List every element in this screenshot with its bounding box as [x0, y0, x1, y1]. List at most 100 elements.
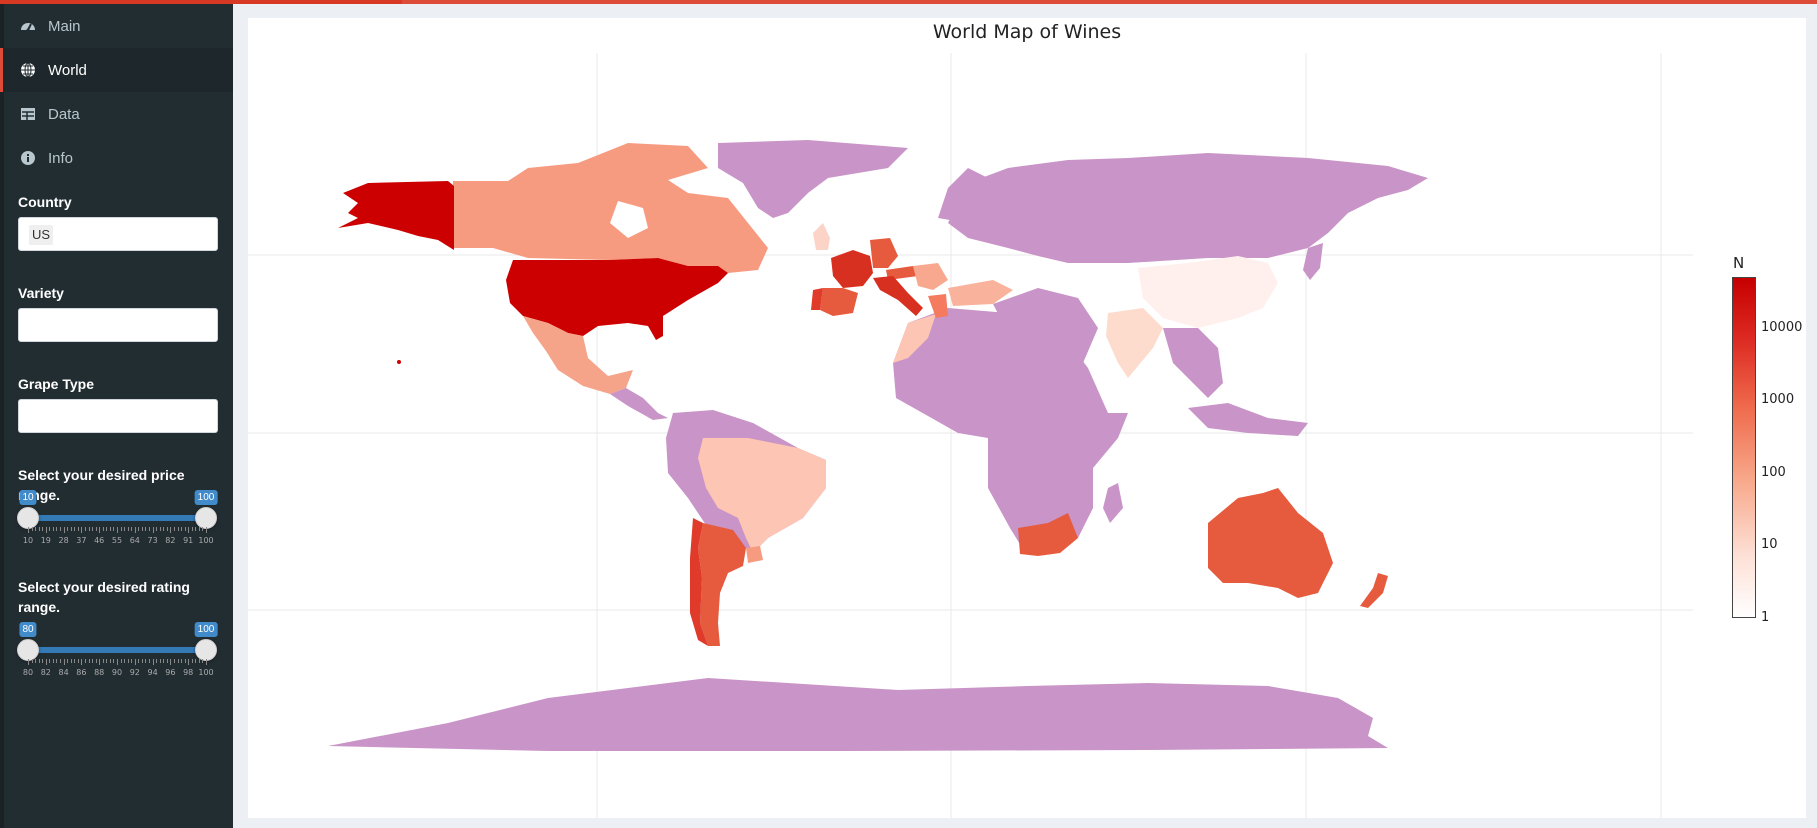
country-germany[interactable]: [870, 238, 898, 268]
globe-icon: [20, 62, 36, 78]
slider-tick: [170, 659, 172, 665]
country-portugal[interactable]: [811, 288, 823, 310]
slider-from-handle[interactable]: [17, 639, 39, 661]
colorbar-tick-label: 10000: [1761, 319, 1803, 335]
slider-tick: [81, 659, 83, 665]
slider-to-handle[interactable]: [195, 639, 217, 661]
country-usa[interactable]: [506, 258, 728, 340]
variety-label: Variety: [18, 285, 64, 301]
slider-tick: [70, 659, 72, 663]
slider-tick-label: 94: [147, 668, 158, 677]
slider-tick: [134, 659, 136, 665]
slider-tick: [74, 527, 76, 531]
sidebar-item-world[interactable]: World: [0, 48, 233, 92]
country-india[interactable]: [1106, 308, 1163, 378]
slider-tick-label: 80: [22, 668, 34, 677]
slider-tick: [181, 527, 183, 531]
slider-tick: [38, 659, 40, 663]
country-greece[interactable]: [928, 294, 948, 318]
slider-tick: [92, 527, 94, 531]
country-chip[interactable]: US: [29, 225, 54, 245]
country-uruguay[interactable]: [746, 546, 763, 563]
country-mexico[interactable]: [523, 316, 633, 394]
country-morocco[interactable]: [893, 314, 936, 363]
country-central-america[interactable]: [610, 388, 668, 420]
country-hawaii[interactable]: [397, 360, 401, 364]
slider-tick-label: 91: [183, 536, 194, 545]
slider-to-handle[interactable]: [195, 507, 217, 529]
colorbar-tick-label: 10: [1761, 537, 1778, 553]
country-select[interactable]: US: [18, 217, 218, 251]
sidebar-item-data[interactable]: Data: [0, 92, 233, 136]
country-turkey[interactable]: [948, 280, 1013, 306]
slider-tick-label: 46: [94, 536, 105, 545]
country-indonesia[interactable]: [1188, 403, 1308, 436]
variety-input[interactable]: [18, 308, 218, 342]
slider-tick: [141, 659, 143, 663]
slider-tick: [63, 527, 65, 533]
country-japan[interactable]: [1303, 243, 1323, 280]
slider-tick: [49, 659, 51, 663]
slider-tick: [92, 659, 94, 663]
slider-tick: [120, 527, 122, 531]
sidebar-item-main[interactable]: Main: [0, 4, 233, 48]
slider-tick: [56, 659, 58, 663]
grape-type-label: Grape Type: [18, 376, 94, 392]
country-scandinavia[interactable]: [938, 168, 988, 223]
slider-ticks: [28, 659, 207, 665]
country-se-asia[interactable]: [1163, 328, 1223, 398]
country-middle-east[interactable]: [993, 288, 1098, 373]
slider-tick: [131, 527, 133, 531]
slider-tick: [31, 659, 33, 663]
slider-tick: [42, 527, 44, 531]
slider-tick-label: 82: [40, 668, 51, 677]
slider-tick: [42, 659, 44, 663]
slider-tick: [202, 527, 204, 531]
slider-tick: [188, 659, 190, 665]
price-range-slider[interactable]: 10 100 10 19 28 37 46 55 64 73 82 91 100: [17, 490, 218, 560]
country-france[interactable]: [831, 250, 873, 288]
slider-tick: [28, 659, 29, 665]
country-brazil[interactable]: [698, 438, 826, 553]
country-chile[interactable]: [690, 518, 708, 646]
slider-tick: [202, 659, 204, 663]
country-madagascar[interactable]: [1103, 483, 1123, 523]
grape-type-input[interactable]: [18, 399, 218, 433]
slider-tick: [52, 527, 54, 531]
country-greenland[interactable]: [718, 140, 908, 218]
country-china[interactable]: [1138, 256, 1278, 328]
slider-tick-label: 37: [76, 536, 87, 545]
slider-from-handle[interactable]: [17, 507, 39, 529]
slider-tick-label: 92: [129, 668, 140, 677]
world-map[interactable]: [248, 18, 1806, 818]
slider-tick: [173, 527, 175, 531]
sidebar-item-info[interactable]: Info: [0, 136, 233, 180]
slider-tick: [60, 527, 62, 531]
country-hungary[interactable]: [913, 263, 948, 290]
table-icon: [20, 106, 36, 122]
slider-tick: [102, 527, 104, 531]
country-australia[interactable]: [1208, 488, 1333, 598]
colorbar-title: N: [1733, 254, 1745, 272]
country-austria[interactable]: [886, 266, 918, 280]
country-italy[interactable]: [873, 276, 923, 316]
country-alaska[interactable]: [338, 181, 454, 250]
slider-tick: [35, 659, 37, 663]
country-africa[interactable]: [893, 308, 1128, 554]
slider-tick: [173, 659, 175, 663]
slider-tick: [52, 659, 54, 663]
rating-range-slider[interactable]: 80 100 80 82 84 86 88 90 92 94 96 98 100: [17, 622, 218, 692]
slider-tick: [141, 527, 143, 531]
country-canada[interactable]: [453, 143, 768, 273]
country-uk[interactable]: [813, 223, 830, 250]
slider-tick: [49, 527, 51, 531]
slider-bar: [28, 647, 206, 653]
country-russia[interactable]: [948, 153, 1428, 263]
country-south-africa[interactable]: [1018, 513, 1078, 556]
country-spain[interactable]: [820, 288, 858, 316]
country-antarctica[interactable]: [328, 678, 1388, 751]
slider-tick: [113, 659, 115, 663]
country-argentina[interactable]: [698, 523, 746, 646]
country-new-zealand[interactable]: [1360, 573, 1388, 608]
slider-tick: [127, 527, 129, 531]
